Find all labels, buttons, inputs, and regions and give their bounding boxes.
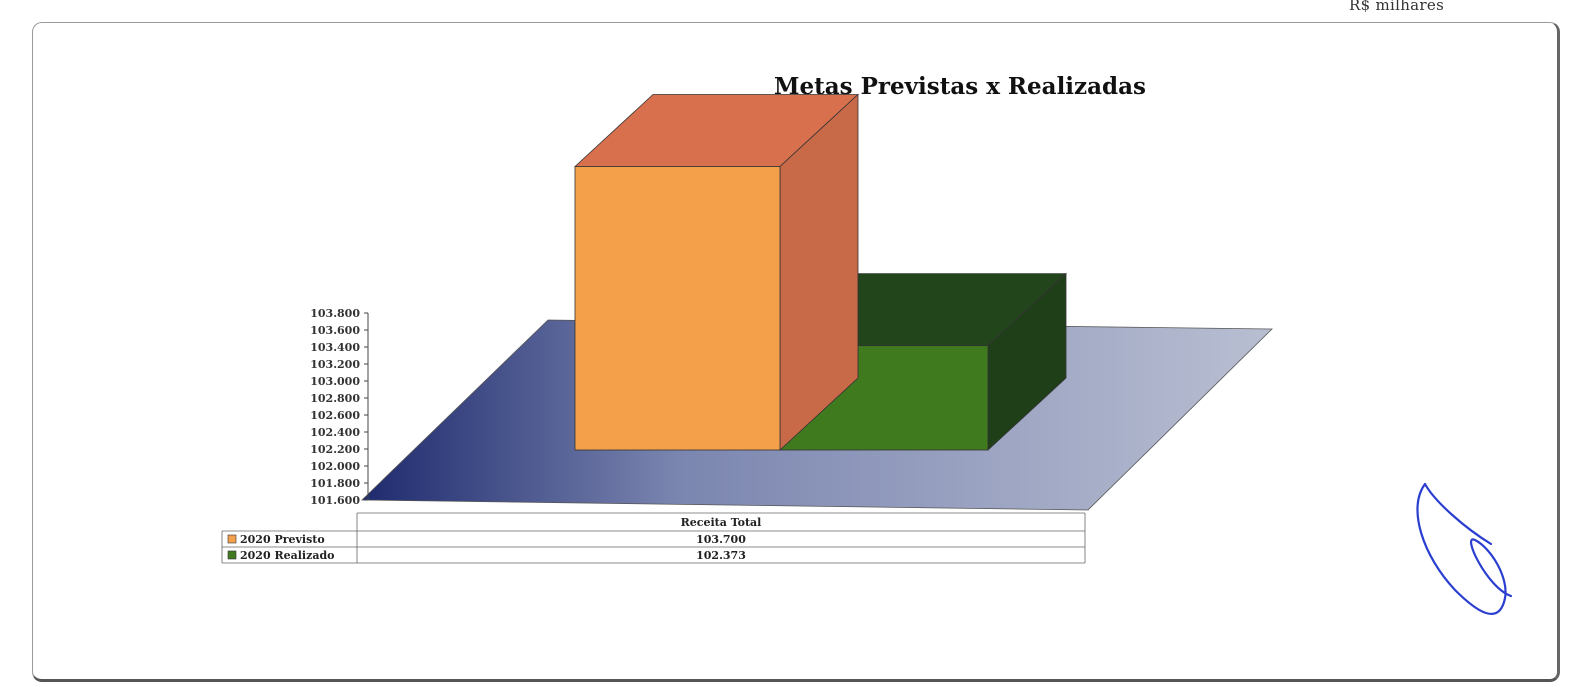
- data-label-previsto: 103.700: [696, 533, 746, 546]
- y-tick-label: 101.800: [310, 477, 360, 490]
- legend-swatch-previsto: [227, 534, 237, 544]
- y-tick-label: 102.400: [310, 426, 360, 439]
- legend-swatch-realizado: [227, 550, 237, 560]
- y-tick-label: 103.800: [310, 307, 360, 320]
- unit-label: R$ milhares: [1349, 0, 1445, 14]
- y-tick-label: 103.200: [310, 358, 360, 371]
- y-tick-label: 102.200: [310, 443, 360, 456]
- bar-previsto-front: [574, 166, 781, 451]
- legend-label-previsto: 2020 Previsto: [240, 533, 325, 546]
- signature-icon: [1416, 482, 1513, 615]
- data-label-realizado: 102.373: [696, 549, 746, 562]
- chart-frame: [32, 22, 1560, 682]
- y-tick-label: 103.000: [310, 375, 360, 388]
- y-tick-label: 103.400: [310, 341, 360, 354]
- y-tick-label: 101.600: [310, 494, 360, 507]
- y-tick-label: 103.600: [310, 324, 360, 337]
- legend-label-realizado: 2020 Realizado: [240, 549, 334, 562]
- y-tick-label: 102.000: [310, 460, 360, 473]
- table-category-label: Receita Total: [681, 516, 762, 529]
- y-tick-label: 102.600: [310, 409, 360, 422]
- y-tick-label: 102.800: [310, 392, 360, 405]
